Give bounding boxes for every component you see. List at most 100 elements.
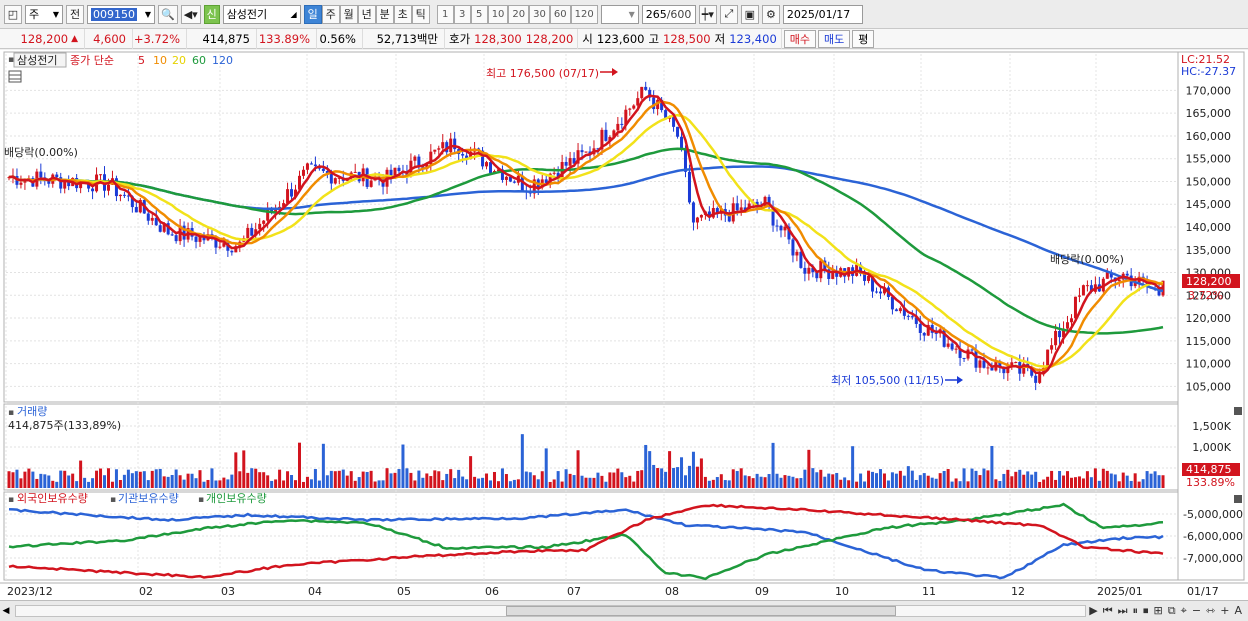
unit-3[interactable]: 3 — [453, 4, 471, 24]
minute-units: 1 3 5 10 20 30 60 120 — [436, 4, 598, 24]
save-icon[interactable]: ▣ — [740, 4, 759, 24]
candle — [222, 243, 226, 247]
candle — [504, 176, 508, 180]
eval-button[interactable]: 평 — [852, 29, 875, 48]
volume-bar — [274, 479, 278, 488]
window-menu-icon[interactable]: ◰ — [4, 4, 22, 24]
next-icon[interactable]: ▶ — [1089, 604, 1098, 617]
scroll-left-icon[interactable]: ◀ — [2, 606, 10, 616]
market-select[interactable]: 주 ▼ — [25, 4, 63, 24]
volume-bar — [1022, 474, 1026, 488]
volume-bar — [886, 480, 890, 488]
volume-bar — [75, 481, 79, 488]
search-icon[interactable]: 🔍 — [158, 4, 178, 24]
sell-button[interactable]: 매도 — [818, 29, 851, 48]
zoom-out-icon[interactable]: − — [1191, 604, 1202, 617]
speaker-icon[interactable]: ◀▾ — [180, 4, 201, 24]
candle — [791, 239, 795, 256]
unit-60[interactable]: 60 — [549, 4, 571, 24]
crosshair-icon[interactable]: ⊞ — [1153, 604, 1163, 617]
chart-scrollbar[interactable]: ◀ ▶ ⏮ ⏭ ⏸ ⏹ ⊞ ⧉ ⌖ − ⇿ + A — [0, 600, 1248, 621]
volume-bar — [902, 475, 906, 488]
volume-bar — [962, 468, 966, 488]
volume-bar — [898, 470, 902, 488]
pause-icon[interactable]: ⏸ — [1132, 604, 1139, 617]
volume-bar — [1010, 476, 1014, 488]
table-icon[interactable] — [8, 70, 22, 83]
candle — [775, 225, 779, 227]
candle — [158, 225, 162, 232]
count-field[interactable]: 265/600 — [641, 4, 696, 24]
zoom-reset-icon[interactable]: ⇿ — [1206, 604, 1216, 617]
unit-1[interactable]: 1 — [436, 4, 454, 24]
candle — [162, 223, 166, 232]
title-box[interactable] — [13, 52, 67, 68]
volume-bar — [43, 474, 47, 488]
gear-icon[interactable]: ⚙ — [761, 4, 780, 24]
holding-close-icon[interactable] — [1234, 495, 1242, 503]
volume-close-icon[interactable] — [1234, 407, 1242, 415]
tab-minute[interactable]: 분 — [375, 4, 394, 24]
candle — [715, 208, 719, 214]
candle — [827, 269, 831, 279]
candle — [301, 169, 305, 176]
copy-icon[interactable]: ⧉ — [1167, 604, 1176, 617]
date-field[interactable]: 2025/01/17 — [782, 4, 863, 24]
tab-day[interactable]: 일 — [303, 4, 322, 24]
unit-select[interactable]: ▼ — [600, 4, 639, 24]
candle — [680, 136, 684, 149]
unit-10[interactable]: 10 — [487, 4, 509, 24]
unit-5[interactable]: 5 — [470, 4, 488, 24]
candle — [544, 179, 548, 183]
stock-name-field[interactable]: 삼성전기 ◢ — [222, 4, 301, 24]
buy-button[interactable]: 매수 — [783, 29, 817, 48]
tab-year[interactable]: 년 — [357, 4, 376, 24]
volume-bar — [719, 474, 723, 488]
volume-bar — [723, 480, 727, 488]
scroll-track[interactable] — [15, 605, 1087, 617]
volume-bar — [130, 473, 134, 488]
ma20-line — [8, 113, 1164, 368]
candle — [337, 177, 341, 179]
unit-30[interactable]: 30 — [529, 4, 550, 24]
volume-bar — [365, 471, 369, 488]
volume-bar — [158, 468, 162, 488]
first-icon[interactable]: ⏮ — [1102, 604, 1113, 617]
candle — [1073, 296, 1077, 319]
last-icon[interactable]: ⏭ — [1117, 604, 1128, 617]
candle — [978, 360, 982, 368]
volume-bar — [616, 468, 620, 488]
volume-bar — [779, 477, 783, 488]
tab-month[interactable]: 월 — [339, 4, 358, 24]
scroll-thumb[interactable] — [506, 606, 896, 616]
candle — [174, 235, 178, 242]
tab-second[interactable]: 초 — [393, 4, 412, 24]
candle — [1062, 328, 1066, 338]
volume-bar — [1161, 475, 1165, 488]
stop-icon[interactable]: ⏹ — [1143, 604, 1149, 617]
stock-chart[interactable]: 170,000 165,000 160,000 155,000 150,000 145,0… — [0, 50, 1248, 600]
stock-code-input[interactable]: 009150 ▼ — [87, 4, 155, 24]
candle — [1069, 318, 1073, 323]
volume-bar — [230, 474, 234, 488]
tab-week[interactable]: 주 — [321, 4, 340, 24]
zoom-icon[interactable]: ⤢ — [719, 4, 738, 24]
candle — [63, 180, 67, 189]
volume-bar — [433, 470, 437, 488]
volume-bar — [190, 473, 194, 488]
measure-icon[interactable]: ⌖ — [1180, 604, 1187, 617]
candle — [1022, 363, 1026, 374]
inst-holding-label: 기관보유수량 — [118, 492, 179, 505]
holding-tick-label: -7,000,000 — [1183, 552, 1243, 565]
text-icon[interactable]: A — [1234, 604, 1242, 617]
chart-type-icon[interactable]: ┿▾ — [698, 4, 717, 24]
unit-20[interactable]: 20 — [508, 4, 530, 24]
candle — [520, 175, 524, 191]
candle — [568, 158, 572, 166]
candle — [807, 267, 811, 274]
zoom-in-icon[interactable]: + — [1220, 604, 1230, 617]
date-tick-label: 06 — [485, 585, 499, 598]
tab-tick[interactable]: 틱 — [411, 4, 430, 24]
prev-button[interactable]: 전 — [66, 4, 84, 24]
unit-120[interactable]: 120 — [570, 4, 598, 24]
